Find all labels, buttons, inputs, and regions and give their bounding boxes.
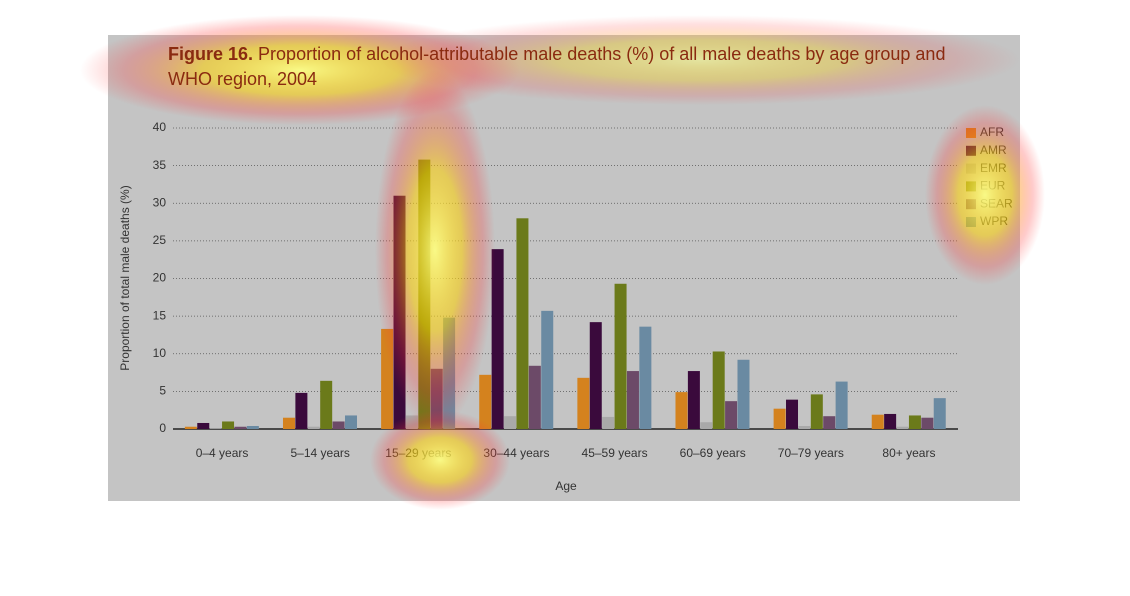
chart-title: Figure 16. Proportion of alcohol-attribu… <box>168 44 945 89</box>
x-tick-label: 70–79 years <box>778 446 844 460</box>
y-tick-label: 25 <box>153 233 167 247</box>
x-axis-label: Age <box>555 479 577 493</box>
y-tick-label: 35 <box>153 158 167 172</box>
y-tick-label: 0 <box>159 421 166 435</box>
bar <box>737 359 750 429</box>
bar <box>577 377 590 429</box>
y-tick-label: 15 <box>153 308 167 322</box>
y-tick-label: 20 <box>153 271 167 285</box>
bar <box>810 394 823 429</box>
bar <box>725 401 738 429</box>
y-tick-label: 10 <box>153 346 167 360</box>
bar <box>589 322 602 429</box>
bar <box>614 283 627 429</box>
bar <box>626 371 639 429</box>
bar <box>344 415 357 429</box>
bar <box>332 421 345 429</box>
x-tick-label: 5–14 years <box>291 446 350 460</box>
bar <box>491 249 504 429</box>
bar <box>687 371 700 429</box>
bar <box>675 392 688 429</box>
bar <box>602 416 615 429</box>
bar <box>479 374 492 429</box>
bar <box>871 414 884 429</box>
x-tick-label: 0–4 years <box>196 446 249 460</box>
bar <box>516 218 529 429</box>
bar <box>884 413 897 429</box>
title-text-cont: WHO region, 2004 <box>168 69 317 89</box>
bar <box>234 426 247 429</box>
bar <box>639 326 652 429</box>
bar <box>528 365 541 429</box>
bar <box>209 428 222 429</box>
bar <box>835 381 848 429</box>
bar <box>197 422 210 429</box>
bar <box>786 399 799 429</box>
bar <box>222 421 235 429</box>
bar <box>921 417 934 429</box>
bar <box>282 417 295 429</box>
figure-label: Figure 16. <box>168 44 253 64</box>
title-text: Proportion of alcohol-attributable male … <box>258 44 945 64</box>
bar <box>823 416 836 429</box>
y-tick-label: 40 <box>153 120 167 134</box>
bar <box>541 310 554 429</box>
bar <box>773 408 786 429</box>
bar <box>184 426 197 429</box>
y-axis-label: Proportion of total male deaths (%) <box>118 185 132 370</box>
bar <box>896 426 909 429</box>
bar <box>712 351 725 429</box>
y-tick-label: 30 <box>153 195 167 209</box>
bar <box>700 422 713 429</box>
bar <box>295 392 308 429</box>
heatmap <box>80 15 1045 510</box>
bar <box>798 425 811 429</box>
bar <box>320 380 333 429</box>
bar <box>246 425 259 429</box>
y-tick-label: 5 <box>159 384 166 398</box>
x-tick-label: 60–69 years <box>680 446 746 460</box>
x-tick-label: 45–59 years <box>582 446 648 460</box>
bar <box>307 426 320 429</box>
bar <box>908 415 921 429</box>
x-tick-label: 80+ years <box>882 446 935 460</box>
bar <box>933 398 946 429</box>
bar <box>504 416 517 429</box>
